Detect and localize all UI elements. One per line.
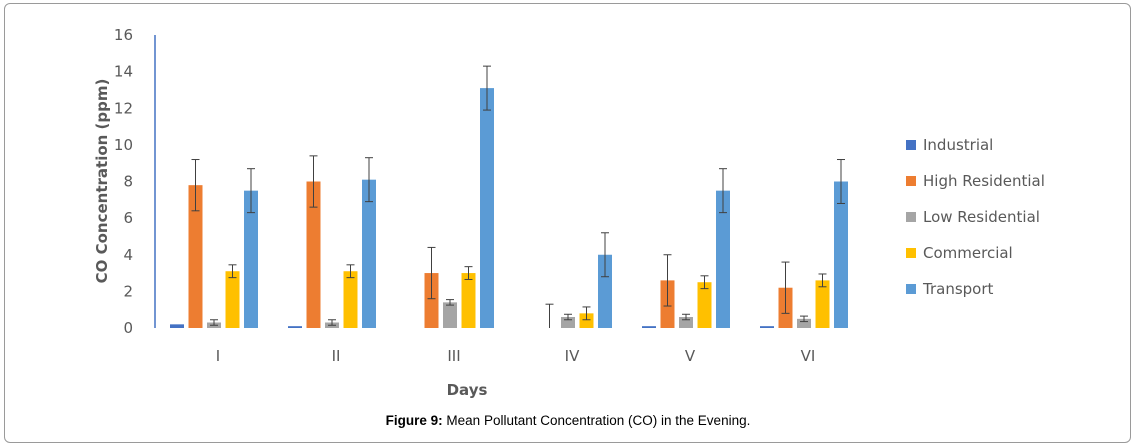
- y-tick-label: 2: [123, 282, 133, 300]
- error-bar: [446, 299, 454, 306]
- x-tick-label: I: [216, 347, 220, 365]
- bar-groups: [170, 65, 848, 328]
- legend-swatch: [906, 212, 916, 222]
- x-tick-label: II: [332, 347, 341, 365]
- error-bar: [247, 168, 255, 214]
- x-tick-label: IV: [565, 347, 580, 365]
- error-bar: [464, 266, 473, 280]
- y-tick-label: 12: [114, 99, 133, 117]
- bar-group-i: [170, 159, 258, 328]
- legend-label: High Residential: [923, 172, 1045, 190]
- legend-swatch: [906, 248, 916, 258]
- bar-low-residential-v: [679, 317, 693, 328]
- bar-industrial-ii: [288, 326, 302, 328]
- y-axis-title: CO Concentration (ppm): [93, 79, 111, 284]
- bar-transport-i: [244, 190, 258, 328]
- error-bar: [601, 232, 609, 278]
- bar-commercial-ii: [343, 271, 358, 328]
- error-bar: [781, 261, 790, 314]
- bar-group-iv: [545, 232, 612, 328]
- caption-text: Mean Pollutant Concentration (CO) in the…: [446, 413, 751, 428]
- bar-transport-v: [716, 190, 730, 328]
- x-axis-title: Days: [447, 381, 488, 399]
- legend-label: Transport: [922, 280, 994, 298]
- legend-item-industrial: Industrial: [906, 136, 993, 154]
- bar-commercial-v: [697, 282, 712, 328]
- bar-transport-ii: [362, 179, 376, 328]
- error-bar: [663, 254, 672, 307]
- legend-item-low-residential: Low Residential: [906, 208, 1040, 226]
- error-bar: [346, 264, 355, 279]
- bar-low-residential-iv: [561, 317, 575, 328]
- y-tick-label: 4: [123, 246, 133, 264]
- y-tick-label: 8: [123, 173, 133, 191]
- bar-transport-vi: [834, 181, 848, 328]
- bar-low-residential-iii: [443, 302, 457, 328]
- bar-commercial-iii: [461, 273, 476, 328]
- legend: Industrial High Residential Low Residentia…: [906, 136, 1045, 298]
- error-bar: [700, 275, 709, 290]
- x-tick-label: VI: [801, 347, 816, 365]
- x-axis: I II III IV V VI: [216, 347, 816, 365]
- error-bar: [682, 313, 690, 321]
- error-bar: [564, 313, 572, 321]
- bar-high-residential-iii: [424, 273, 439, 328]
- x-tick-label: V: [685, 347, 696, 365]
- bar-industrial-i: [170, 324, 184, 328]
- error-bar: [427, 246, 436, 300]
- bar-high-residential-i: [188, 185, 203, 328]
- error-bar: [719, 168, 727, 214]
- legend-label: Commercial: [923, 244, 1013, 262]
- y-axis: 0 2 4 6 8 10 12 14 16: [114, 26, 156, 337]
- bar-low-residential-vi: [797, 318, 811, 328]
- figure-caption: Figure 9: Mean Pollutant Concentration (…: [0, 413, 1136, 428]
- legend-swatch: [906, 284, 916, 294]
- error-bar: [800, 315, 808, 323]
- y-tick-label: 16: [114, 26, 133, 44]
- bar-commercial-iv: [579, 313, 594, 328]
- legend-item-transport: Transport: [906, 280, 994, 298]
- error-bar: [328, 319, 336, 326]
- error-bar: [210, 319, 218, 326]
- bar-commercial-i: [225, 271, 240, 328]
- legend-swatch: [906, 176, 916, 186]
- bar-group-iii: [424, 65, 494, 328]
- error-bar: [191, 159, 200, 212]
- bar-transport-iii: [480, 88, 494, 328]
- caption-label: Figure 9:: [385, 413, 443, 428]
- error-bar: [818, 273, 827, 288]
- error-bar: [483, 65, 491, 111]
- y-tick-label: 14: [114, 63, 133, 81]
- y-tick-label: 10: [114, 136, 133, 154]
- bar-group-vi: [760, 159, 848, 328]
- legend-item-commercial: Commercial: [906, 244, 1013, 262]
- y-tick-label: 0: [123, 319, 133, 337]
- error-bar: [365, 157, 373, 203]
- error-bar: [837, 159, 845, 204]
- legend-swatch: [906, 140, 916, 150]
- legend-item-high-residential: High Residential: [906, 172, 1045, 190]
- error-bar: [309, 155, 318, 208]
- bar-industrial-vi: [760, 326, 774, 328]
- bar-commercial-vi: [815, 280, 830, 328]
- bar-high-residential-ii: [306, 181, 321, 328]
- error-bar: [228, 264, 237, 279]
- legend-label: Low Residential: [923, 208, 1040, 226]
- error-bar: [545, 303, 554, 328]
- x-tick-label: III: [447, 347, 460, 365]
- y-tick-label: 6: [123, 209, 133, 227]
- bar-transport-iv: [598, 254, 612, 328]
- error-bar: [582, 306, 591, 321]
- bar-group-ii: [288, 155, 376, 328]
- bar-group-v: [642, 168, 730, 328]
- bar-industrial-v: [642, 326, 656, 328]
- legend-label: Industrial: [923, 136, 993, 154]
